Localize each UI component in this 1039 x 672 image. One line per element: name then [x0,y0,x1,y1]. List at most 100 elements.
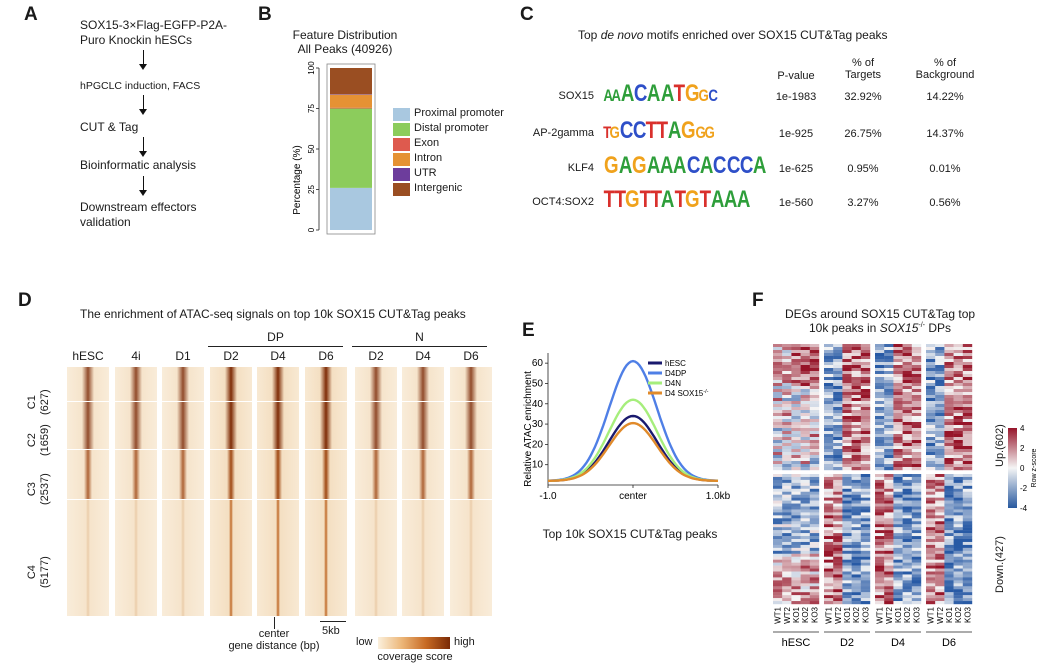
deg-cell-up [884,374,894,378]
deg-cell-down [953,515,963,519]
deg-cell-down [809,515,820,519]
deg-cell-up [782,458,792,462]
deg-cell-up [782,434,792,438]
deg-cell-up [773,353,783,357]
deg-cell-up [902,350,912,354]
deg-cell-down [791,512,801,516]
deg-cell-down [824,592,834,596]
deg-cell-down [911,512,922,516]
deg-cell-down [875,536,885,540]
col-targets: % of Targets [844,57,882,81]
deg-cell-up [875,350,885,354]
deg-cell-down [842,556,852,560]
deg-cell-up [944,461,954,465]
deg-cell-up [809,365,820,369]
deg-cell-down [800,544,810,549]
deg-cell-up [911,368,922,372]
deg-cell-down [773,491,783,495]
deg-cell-down [875,580,885,584]
deg-cell-up [962,386,973,390]
deg-cell-up [809,362,820,366]
deg-cell-down [851,571,861,575]
deg-cell-up [851,455,861,459]
deg-cell-up [884,446,894,450]
deg-cell-down [944,553,954,557]
deg-cell-up [911,458,922,462]
deg-cell-up [902,383,912,387]
deg-cell-down [824,485,834,489]
deg-cell-up [875,386,885,390]
deg-cell-up [824,407,834,411]
panel-d-label: D [18,290,32,311]
deg-cell-down [935,506,945,510]
deg-cell-up [773,416,783,420]
deg-cell-down [875,541,885,546]
deg-cell-down [935,503,945,507]
deg-cell-down [791,530,801,534]
deg-cell-down [782,474,792,478]
deg-cell-down [842,521,852,525]
deg-cell-up [944,449,954,453]
deg-cell-up [860,407,871,411]
deg-cell-down [833,550,843,554]
deg-cell-down [833,479,843,484]
deg-cell-down [953,541,963,546]
deg-cell-up [860,437,871,441]
deg-cell-up [824,392,834,396]
deg-cell-down [926,583,936,587]
deg-cell-up [911,392,922,396]
deg-cell-up [833,389,843,393]
deg-cell-down [884,571,894,575]
deg-cell-up [875,371,885,375]
deg-cell-down [791,479,801,484]
deg-cell-up [782,344,792,348]
deg-cell-up [824,446,834,450]
deg-cell-down [833,553,843,557]
deg-cell-down [791,559,801,563]
deg-cell-down [824,500,834,504]
panel-e-label: E [522,320,535,341]
deg-cell-up [773,344,783,348]
group-n-label: N [415,330,424,344]
deg-cell-down [782,544,792,549]
deg-cell-down [809,503,820,507]
deg-cell-down [842,533,852,537]
deg-cell-down [782,488,792,492]
deg-cell-up [824,419,834,423]
deg-cell-up [773,383,783,387]
deg-cell-down [935,565,945,569]
motif-logo: GAGAAACACCCA [602,152,767,182]
deg-cell-down [926,530,936,534]
deg-cell-up [809,434,820,438]
deg-cell-down [782,521,792,525]
deg-cell-down [824,521,834,525]
deg-cell-up [884,359,894,363]
deg-cell-up [842,404,852,408]
deg-cell-down [833,541,843,546]
deg-cell-down [884,491,894,495]
deg-cell-down [962,479,973,484]
motif-title-em: de novo [600,28,644,42]
deg-cell-down [773,503,783,507]
deg-cell-up [809,344,820,348]
deg-cell-up [833,368,843,372]
deg-cell-down [833,565,843,569]
deg-cell-up [791,437,801,441]
deg-cell-up [851,461,861,465]
deg-cell-down [953,506,963,510]
deg-cell-up [773,398,783,402]
deg-cell-down [824,565,834,569]
deg-cell-up [926,362,936,366]
deg-cell-up [875,446,885,450]
deg-cell-up [935,461,945,465]
deg-cell-up [809,431,820,435]
deg-cell-down [911,479,922,484]
deg-cell-down [833,592,843,596]
motif-letter: A [603,86,613,105]
deg-cell-up [824,431,834,435]
deg-cell-down [782,482,792,487]
deg-cell-up [809,461,820,465]
deg-cell-up [935,458,945,462]
deg-cell-up [911,362,922,366]
motif-letter: A [611,86,622,105]
